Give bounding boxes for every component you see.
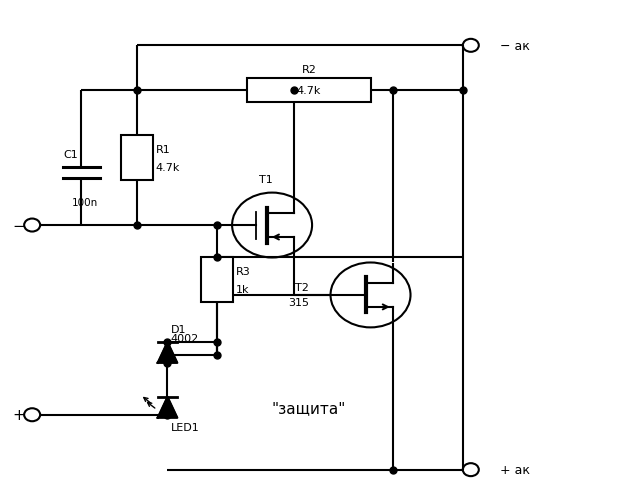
Text: C1: C1: [63, 149, 78, 159]
Text: T2: T2: [295, 283, 309, 293]
Bar: [121, 136, 153, 181]
Text: R3: R3: [236, 267, 250, 277]
Polygon shape: [158, 342, 177, 363]
Text: R2: R2: [302, 65, 316, 75]
Text: R1: R1: [156, 144, 171, 154]
Text: +: +: [12, 407, 25, 422]
Text: LED1: LED1: [171, 422, 200, 432]
Text: "защита": "защита": [272, 400, 346, 415]
Text: 1k: 1k: [236, 285, 249, 295]
Bar: [247, 79, 371, 103]
Text: 4002: 4002: [171, 333, 199, 343]
Text: D1: D1: [171, 325, 186, 335]
Text: T1: T1: [259, 174, 273, 184]
Text: 4.7k: 4.7k: [297, 86, 321, 96]
Text: 100n: 100n: [71, 197, 98, 207]
Text: 4.7k: 4.7k: [156, 162, 180, 172]
Text: − ак: − ак: [500, 40, 530, 53]
Text: 315: 315: [288, 298, 309, 308]
Bar: [201, 258, 233, 303]
Text: −: −: [12, 218, 25, 233]
Text: + ак: + ак: [500, 463, 530, 476]
Polygon shape: [158, 397, 177, 418]
